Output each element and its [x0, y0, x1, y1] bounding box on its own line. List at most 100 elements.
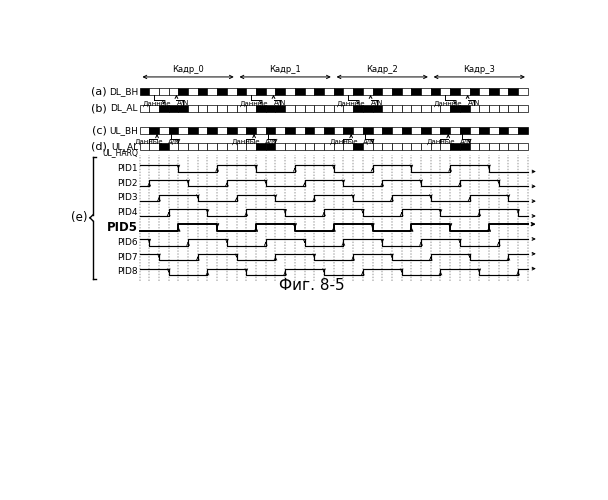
Bar: [440, 143, 450, 150]
Text: A/N: A/N: [362, 140, 375, 145]
Bar: [314, 88, 324, 94]
Bar: [518, 127, 528, 134]
Bar: [198, 104, 207, 112]
Bar: [295, 104, 305, 112]
Bar: [518, 143, 528, 150]
Bar: [392, 88, 402, 94]
Bar: [469, 104, 479, 112]
Bar: [460, 104, 469, 112]
Bar: [412, 143, 421, 150]
Bar: [344, 143, 353, 150]
Bar: [217, 143, 227, 150]
Bar: [237, 88, 246, 94]
Bar: [207, 127, 217, 134]
Bar: [382, 143, 392, 150]
Bar: [499, 104, 508, 112]
Bar: [430, 104, 440, 112]
Bar: [353, 143, 363, 150]
Bar: [518, 104, 528, 112]
Bar: [324, 143, 334, 150]
Bar: [314, 104, 324, 112]
Text: UL_BH: UL_BH: [109, 126, 138, 135]
Bar: [373, 127, 382, 134]
Bar: [450, 104, 460, 112]
Text: A/N: A/N: [468, 100, 481, 106]
Bar: [217, 104, 227, 112]
Bar: [227, 88, 237, 94]
Bar: [334, 127, 344, 134]
Bar: [227, 127, 237, 134]
Bar: [159, 127, 168, 134]
Bar: [256, 88, 266, 94]
Bar: [285, 143, 295, 150]
Bar: [168, 127, 178, 134]
Bar: [275, 88, 285, 94]
Bar: [256, 104, 266, 112]
Bar: [392, 143, 402, 150]
Bar: [275, 104, 285, 112]
Bar: [392, 127, 402, 134]
Bar: [402, 127, 412, 134]
Text: UL_AL: UL_AL: [111, 142, 138, 151]
Bar: [363, 88, 373, 94]
Bar: [246, 143, 256, 150]
Bar: [489, 127, 499, 134]
Text: Фиг. 8-5: Фиг. 8-5: [279, 278, 344, 293]
Bar: [324, 127, 334, 134]
Bar: [402, 88, 412, 94]
Bar: [508, 127, 518, 134]
Bar: [440, 88, 450, 94]
Bar: [140, 143, 149, 150]
Bar: [275, 127, 285, 134]
Text: A/N: A/N: [168, 140, 181, 145]
Bar: [159, 143, 168, 150]
Bar: [344, 88, 353, 94]
Bar: [285, 127, 295, 134]
Text: Данные: Данные: [329, 140, 358, 145]
Bar: [188, 143, 198, 150]
Text: DL_AL: DL_AL: [111, 104, 138, 112]
Bar: [266, 104, 275, 112]
Text: A/N: A/N: [371, 100, 384, 106]
Bar: [266, 127, 275, 134]
Bar: [140, 104, 149, 112]
Bar: [499, 143, 508, 150]
Bar: [168, 88, 178, 94]
Text: DL_BH: DL_BH: [109, 86, 138, 96]
Bar: [334, 143, 344, 150]
Bar: [314, 127, 324, 134]
Bar: [149, 127, 159, 134]
Bar: [479, 104, 489, 112]
Bar: [217, 127, 227, 134]
Bar: [460, 143, 469, 150]
Text: Данные: Данные: [232, 140, 261, 145]
Text: PID7: PID7: [117, 252, 138, 262]
Bar: [412, 104, 421, 112]
Bar: [469, 143, 479, 150]
Bar: [227, 143, 237, 150]
Bar: [421, 143, 430, 150]
Bar: [334, 104, 344, 112]
Bar: [149, 88, 159, 94]
Text: Кадр_0: Кадр_0: [172, 65, 204, 74]
Bar: [489, 104, 499, 112]
Bar: [460, 127, 469, 134]
Text: PID6: PID6: [117, 238, 138, 247]
Bar: [227, 104, 237, 112]
Text: (c): (c): [92, 126, 106, 136]
Text: PID1: PID1: [117, 164, 138, 172]
Bar: [237, 104, 246, 112]
Bar: [363, 104, 373, 112]
Bar: [353, 104, 363, 112]
Bar: [430, 127, 440, 134]
Bar: [246, 104, 256, 112]
Bar: [256, 143, 266, 150]
Bar: [440, 127, 450, 134]
Bar: [149, 104, 159, 112]
Bar: [178, 143, 188, 150]
Bar: [508, 104, 518, 112]
Bar: [334, 88, 344, 94]
Bar: [450, 127, 460, 134]
Bar: [285, 104, 295, 112]
Bar: [324, 88, 334, 94]
